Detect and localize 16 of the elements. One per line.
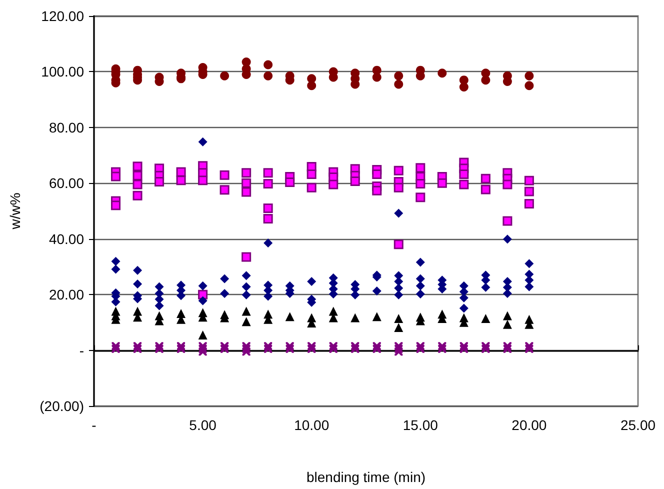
x-tick-label: - [92,417,97,433]
y-tick-label: 120.00 [41,8,84,24]
x-tick-label: 10.00 [294,417,330,433]
x-axis-title: blending time (min) [306,469,426,485]
y-tick-label: 80.00 [48,119,84,136]
x-tick-label: 5.00 [189,417,217,433]
y-tick-label: (20.00) [40,398,84,414]
y-tick-label: - [79,342,84,358]
y-tick-label: 20.00 [48,286,84,303]
x-tick-label: 25.00 [620,417,656,433]
y-tick-label: 100.00 [41,64,84,80]
x-tick-label: 20.00 [512,417,547,433]
y-axis-title: w/w% [7,192,23,230]
y-tick-label: 40.00 [48,230,84,247]
y-tick-label: 60.00 [48,175,84,192]
x-tick-label: 15.00 [402,417,438,433]
